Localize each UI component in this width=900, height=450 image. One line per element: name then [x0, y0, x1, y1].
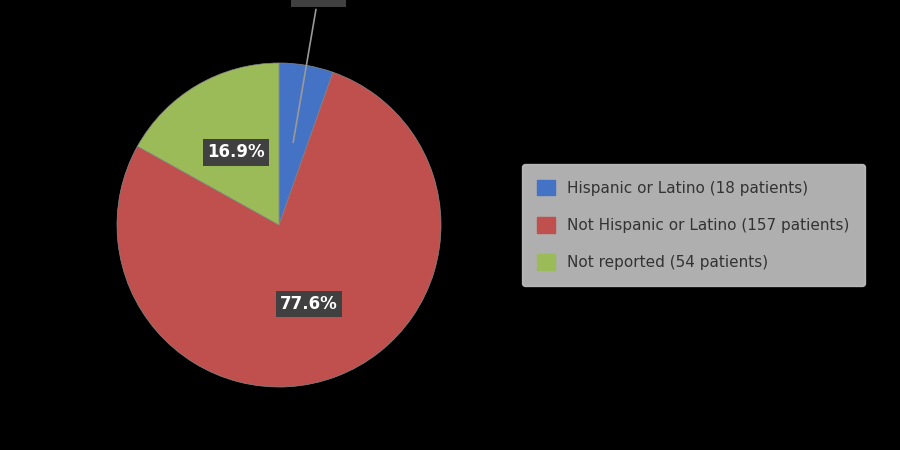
Wedge shape [138, 63, 279, 225]
Text: 5.4%: 5.4% [293, 0, 342, 143]
Legend: Hispanic or Latino (18 patients), Not Hispanic or Latino (157 patients), Not rep: Hispanic or Latino (18 patients), Not Hi… [521, 164, 865, 286]
Text: 77.6%: 77.6% [280, 295, 338, 313]
Text: 16.9%: 16.9% [208, 144, 266, 162]
Wedge shape [117, 72, 441, 387]
Wedge shape [279, 63, 333, 225]
